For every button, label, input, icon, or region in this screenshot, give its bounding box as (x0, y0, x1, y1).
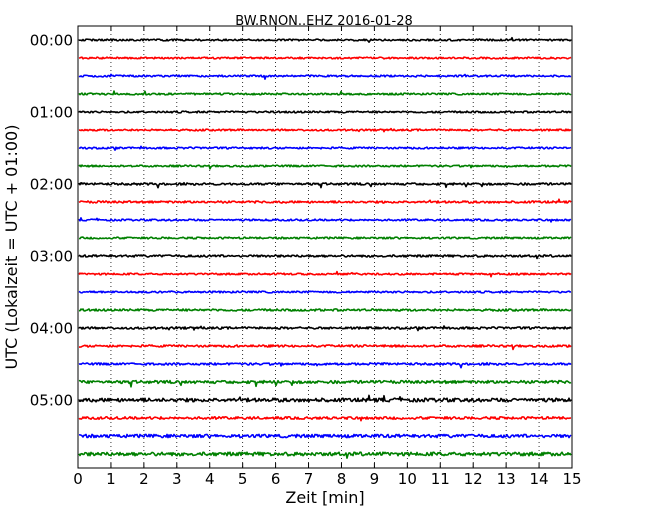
x-axis-ticks: 0 1 2 3 4 5 6 7 8 9 10 11 12 13 14 15 (73, 26, 582, 488)
trace-0415 (78, 344, 572, 351)
x-tick-label: 14 (530, 470, 549, 488)
plot-frame (77, 25, 573, 469)
x-tick-label: 15 (562, 470, 581, 488)
trace-0245 (78, 236, 572, 240)
y-tick-label: 05:00 (30, 392, 73, 410)
trace-0545 (78, 451, 572, 459)
x-tick-label: 12 (464, 470, 483, 488)
trace-0515 (78, 415, 572, 422)
trace-0145 (78, 164, 572, 170)
chart-title: BW.RNON..EHZ 2016-01-28 (235, 14, 413, 29)
y-tick-label: 00:00 (30, 32, 73, 50)
x-axis-label: Zeit [min] (285, 488, 364, 507)
trace-0000 (78, 36, 572, 43)
trace-0530 (78, 433, 572, 439)
x-tick-label: 13 (497, 470, 516, 488)
x-tick-label: 10 (398, 470, 417, 488)
x-tick-label: 5 (238, 470, 248, 488)
trace-0200 (78, 181, 572, 189)
x-tick-label: 6 (271, 470, 281, 488)
y-tick-label: 01:00 (30, 104, 73, 122)
trace-0015 (78, 56, 572, 60)
trace-0045 (78, 90, 572, 96)
trace-0100 (78, 110, 572, 114)
trace-0130 (78, 145, 572, 151)
y-axis-ticks: 00:00 01:00 02:00 03:00 04:00 05:00 (30, 32, 572, 410)
y-axis-label: UTC (Lokalzeit = UTC + 01:00) (2, 125, 21, 370)
x-tick-label: 0 (73, 470, 83, 488)
trace-0215 (78, 198, 572, 204)
grid-lines (110, 26, 540, 468)
trace-0030 (78, 73, 572, 80)
trace-0300 (78, 254, 572, 260)
trace-0445 (78, 379, 572, 388)
x-tick-label: 7 (304, 470, 314, 488)
x-tick-label: 2 (139, 470, 149, 488)
seismogram-traces (78, 36, 572, 459)
y-tick-label: 04:00 (30, 320, 73, 338)
trace-0330 (78, 290, 572, 294)
trace-0315 (78, 270, 572, 278)
x-tick-label: 8 (337, 470, 347, 488)
trace-0345 (78, 308, 572, 312)
trace-0230 (78, 217, 572, 223)
trace-0500 (78, 394, 572, 403)
trace-0400 (78, 325, 572, 332)
x-tick-label: 4 (205, 470, 215, 488)
trace-0430 (78, 361, 572, 369)
x-tick-label: 1 (106, 470, 116, 488)
y-tick-label: 03:00 (30, 248, 73, 266)
x-tick-label: 11 (431, 470, 450, 488)
x-tick-label: 3 (172, 470, 182, 488)
x-tick-label: 9 (370, 470, 380, 488)
y-tick-label: 02:00 (30, 176, 73, 194)
trace-0115 (78, 127, 572, 133)
